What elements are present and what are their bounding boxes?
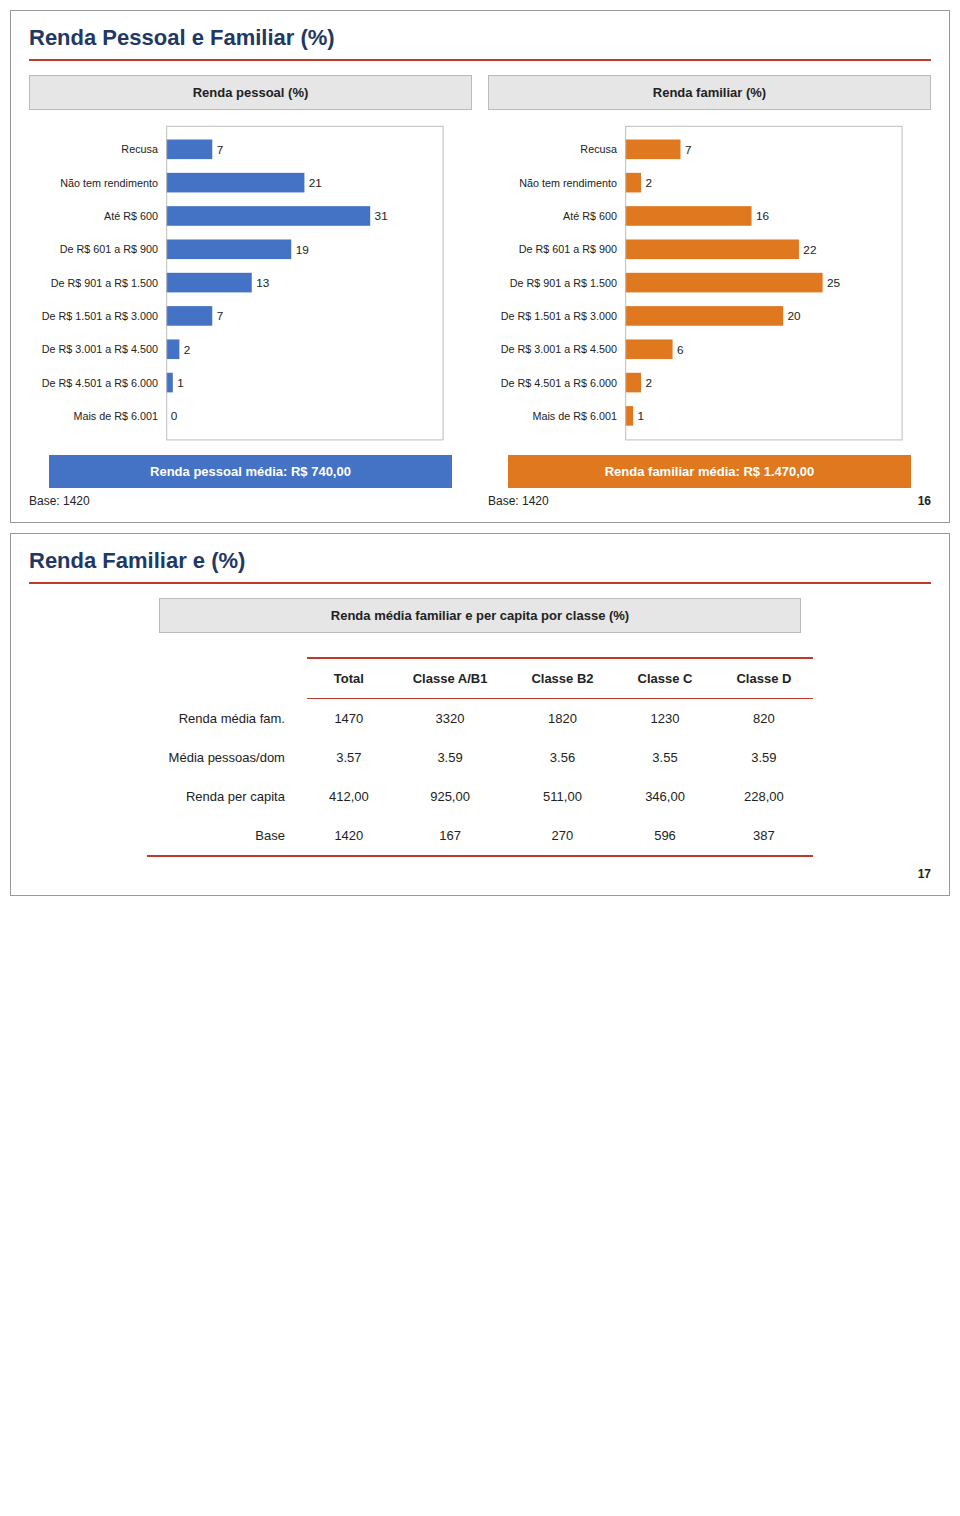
svg-text:De R$ 901 a R$ 1.500: De R$ 901 a R$ 1.500 <box>51 277 158 289</box>
html-text:Renda pessoal média: R$ 740,00: Renda pessoal média: R$ 740,00 <box>150 464 351 480</box>
html-text:596: 596 <box>654 828 676 844</box>
html-text:Renda familiar média: R$ 1.470: Renda familiar média: R$ 1.470,00 <box>604 464 815 480</box>
svg-text:19: 19 <box>296 243 309 256</box>
html-text:820: 820 <box>753 711 775 727</box>
svg-text:1: 1 <box>177 376 184 389</box>
svg-text:Recusa: Recusa <box>121 143 158 155</box>
html-text:511,00: 511,00 <box>543 789 582 805</box>
html-text:346,00: 346,00 <box>645 789 685 805</box>
html-text:228,00: 228,00 <box>744 789 784 805</box>
svg-text:Recusa: Recusa <box>580 143 617 155</box>
html-text:Classe C: Classe C <box>637 671 693 687</box>
html-text:Classe A/B1: Classe A/B1 <box>412 671 488 687</box>
html-text:387: 387 <box>753 828 775 844</box>
html-text:3.56: 3.56 <box>549 750 576 766</box>
html-text:412,00: 412,00 <box>329 789 369 805</box>
svg-text:25: 25 <box>827 276 841 289</box>
html-text:3320: 3320 <box>435 711 465 727</box>
html-text:3.59: 3.59 <box>437 750 463 766</box>
html-text:167: 167 <box>439 828 461 844</box>
html-text:3.59: 3.59 <box>751 750 777 766</box>
svg-text:De R$ 1.501 a R$ 3.000: De R$ 1.501 a R$ 3.000 <box>501 310 617 322</box>
html-text:1420: 1420 <box>334 828 364 844</box>
svg-text:21: 21 <box>309 176 322 189</box>
svg-text:2: 2 <box>645 176 652 189</box>
svg-text:7: 7 <box>217 143 224 156</box>
svg-text:13: 13 <box>256 276 270 289</box>
svg-text:De R$ 901 a R$ 1.500: De R$ 901 a R$ 1.500 <box>510 277 617 289</box>
svg-text:7: 7 <box>217 309 224 322</box>
html-text:Renda pessoal (%): Renda pessoal (%) <box>192 85 309 100</box>
html-text:Base: Base <box>255 828 285 844</box>
svg-text:0: 0 <box>171 409 178 422</box>
svg-text:7: 7 <box>685 143 692 156</box>
svg-text:31: 31 <box>375 209 388 222</box>
html-text:1470: 1470 <box>334 711 364 727</box>
html-text:1820: 1820 <box>548 711 577 727</box>
html-text:Renda Familiar e (%): Renda Familiar e (%) <box>29 548 246 574</box>
svg-text:De R$ 4.501 a R$ 6.000: De R$ 4.501 a R$ 6.000 <box>501 377 617 389</box>
svg-text:De R$ 3.001 a R$ 4.500: De R$ 3.001 a R$ 4.500 <box>501 343 617 355</box>
svg-text:De R$ 4.501 a R$ 6.000: De R$ 4.501 a R$ 6.000 <box>42 377 158 389</box>
svg-text:2: 2 <box>184 343 191 356</box>
svg-text:Não tem rendimento: Não tem rendimento <box>60 177 158 189</box>
svg-text:Mais de R$ 6.001: Mais de R$ 6.001 <box>73 410 157 422</box>
html-text:16: 16 <box>917 494 931 509</box>
svg-text:16: 16 <box>756 209 770 222</box>
html-text:3.57: 3.57 <box>336 750 362 766</box>
html-text:Base: 1420: Base: 1420 <box>29 494 90 509</box>
html-text:Renda familiar (%): Renda familiar (%) <box>652 85 767 100</box>
html-text:Classe B2: Classe B2 <box>531 671 594 687</box>
html-text:270: 270 <box>551 828 574 844</box>
html-text:Renda média familiar e per cap: Renda média familiar e per capita por cl… <box>330 608 630 624</box>
html-text:Classe D: Classe D <box>736 671 792 687</box>
html-text:17: 17 <box>917 867 931 882</box>
html-text:3.55: 3.55 <box>652 750 678 766</box>
svg-text:Até R$ 600: Até R$ 600 <box>563 210 617 222</box>
svg-text:Mais de R$ 6.001: Mais de R$ 6.001 <box>532 410 616 422</box>
html-text:Base: 1420: Base: 1420 <box>488 494 549 509</box>
html-text:Renda Pessoal e Familiar (%): Renda Pessoal e Familiar (%) <box>29 25 335 50</box>
svg-text:De R$ 601 a R$ 900: De R$ 601 a R$ 900 <box>519 243 617 255</box>
html-text:Total: Total <box>333 671 364 687</box>
html-text:Renda per capita: Renda per capita <box>185 789 285 805</box>
svg-text:22: 22 <box>803 243 816 256</box>
html-text:925,00: 925,00 <box>430 789 470 805</box>
html-text:Média pessoas/dom: Média pessoas/dom <box>168 750 285 766</box>
svg-text:6: 6 <box>677 343 684 356</box>
svg-text:20: 20 <box>788 309 802 322</box>
svg-text:Até R$ 600: Até R$ 600 <box>104 210 158 222</box>
html-text:Renda média fam.: Renda média fam. <box>178 711 285 726</box>
svg-text:De R$ 3.001 a R$ 4.500: De R$ 3.001 a R$ 4.500 <box>42 343 158 355</box>
svg-text:De R$ 601 a R$ 900: De R$ 601 a R$ 900 <box>60 243 158 255</box>
svg-text:Não tem rendimento: Não tem rendimento <box>519 177 617 189</box>
html-text:1230: 1230 <box>650 711 680 727</box>
svg-text:2: 2 <box>645 376 652 389</box>
svg-text:De R$ 1.501 a R$ 3.000: De R$ 1.501 a R$ 3.000 <box>42 310 158 322</box>
svg-text:1: 1 <box>638 409 645 422</box>
